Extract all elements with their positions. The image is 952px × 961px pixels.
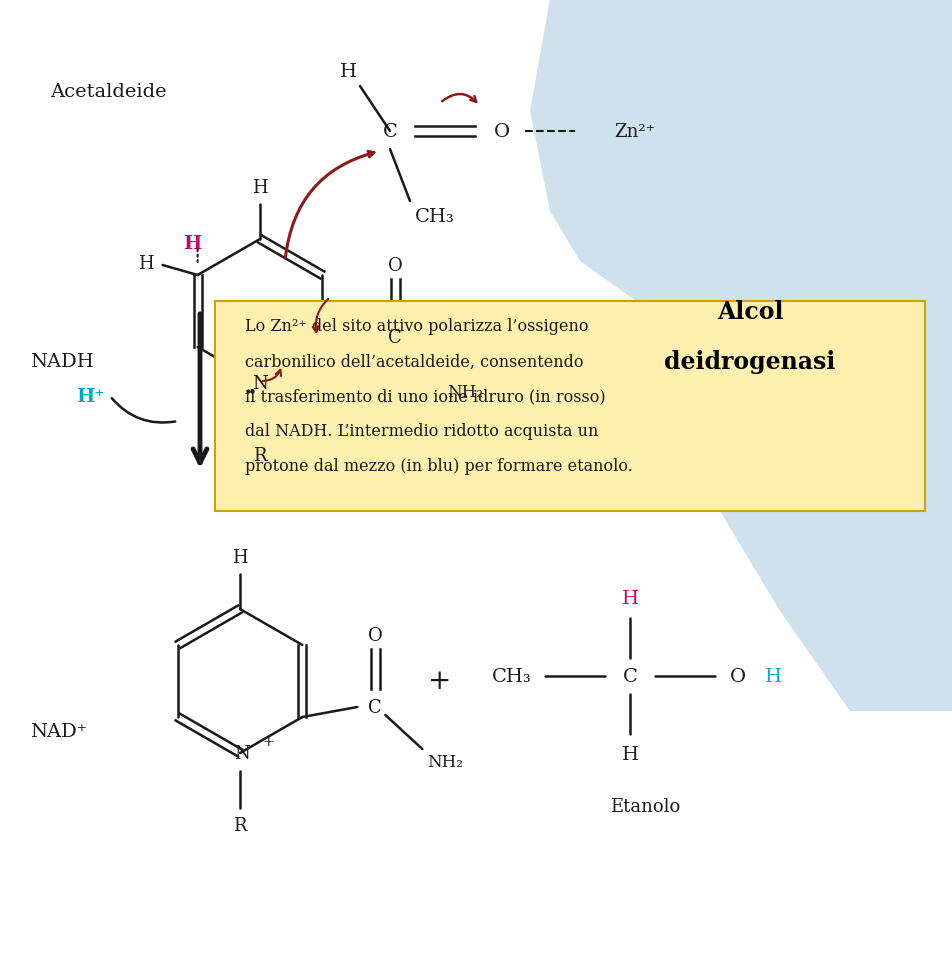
Text: H: H (184, 234, 202, 253)
Text: H: H (252, 179, 268, 197)
Text: N: N (234, 744, 249, 762)
Text: N: N (252, 375, 268, 393)
Text: carbonilico dell’acetaldeide, consentendo: carbonilico dell’acetaldeide, consentend… (245, 353, 584, 370)
Text: NADH: NADH (30, 353, 93, 371)
Text: H: H (232, 549, 248, 566)
Polygon shape (530, 0, 952, 711)
Text: +: + (262, 734, 274, 749)
Text: C: C (383, 123, 397, 141)
Text: O: O (368, 627, 383, 644)
Text: H: H (765, 667, 782, 685)
Text: Zn²⁺: Zn²⁺ (614, 123, 656, 141)
Text: O: O (494, 123, 510, 141)
Text: deidrogenasi: deidrogenasi (664, 350, 836, 374)
FancyBboxPatch shape (215, 302, 925, 511)
Text: +: + (428, 668, 451, 695)
Text: R: R (253, 447, 267, 464)
Text: NH₂: NH₂ (427, 753, 464, 771)
Text: O: O (730, 667, 746, 685)
Text: H⁺: H⁺ (76, 387, 105, 406)
Text: Etanolo: Etanolo (610, 798, 680, 815)
Text: il trasferimento di uno ione idruro (in rosso): il trasferimento di uno ione idruro (in … (245, 388, 605, 406)
Text: Lo Zn²⁺ del sito attivo polarizza l’ossigeno: Lo Zn²⁺ del sito attivo polarizza l’ossi… (245, 318, 588, 335)
Text: NH₂: NH₂ (447, 384, 484, 401)
Text: CH₃: CH₃ (492, 667, 532, 685)
Text: C: C (388, 329, 403, 347)
Text: H: H (340, 62, 356, 81)
Text: CH₃: CH₃ (415, 208, 455, 226)
Text: C: C (623, 667, 638, 685)
Text: H: H (622, 745, 639, 763)
Text: R: R (233, 816, 247, 834)
Text: C: C (368, 699, 383, 716)
Text: protone dal mezzo (in blu) per formare etanolo.: protone dal mezzo (in blu) per formare e… (245, 458, 633, 475)
Text: O: O (388, 257, 403, 275)
Text: H: H (138, 255, 153, 273)
Text: H: H (622, 589, 639, 607)
Text: Acetaldeide: Acetaldeide (50, 83, 167, 101)
Text: dal NADH. L’intermedio ridotto acquista un: dal NADH. L’intermedio ridotto acquista … (245, 423, 599, 440)
Text: Alcol: Alcol (717, 300, 783, 324)
Text: NAD⁺: NAD⁺ (30, 723, 87, 740)
